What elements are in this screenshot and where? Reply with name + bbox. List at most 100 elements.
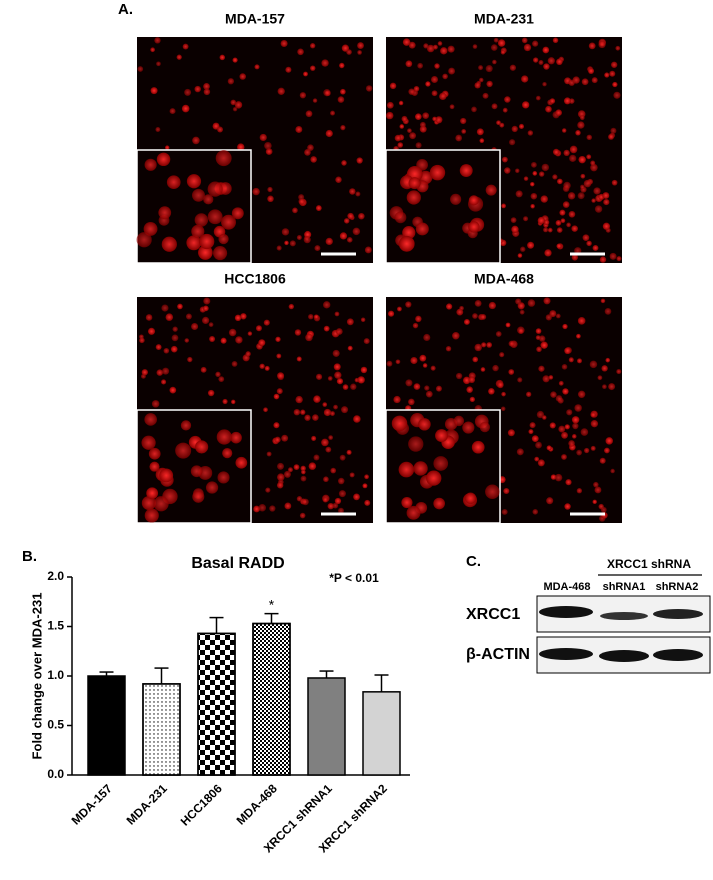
cell xyxy=(300,465,306,471)
cell xyxy=(203,194,214,205)
cell xyxy=(155,127,161,132)
cell xyxy=(527,130,534,136)
cell xyxy=(141,369,148,376)
cell xyxy=(399,124,405,129)
cell xyxy=(501,203,506,209)
cell xyxy=(543,297,551,305)
cell xyxy=(472,44,478,49)
cell xyxy=(497,381,504,389)
micrograph xyxy=(385,37,622,264)
cell xyxy=(542,46,550,54)
cell xyxy=(469,396,475,403)
cell xyxy=(578,155,586,164)
cell xyxy=(408,41,416,49)
cell xyxy=(166,175,181,190)
cell xyxy=(176,54,182,60)
cell xyxy=(312,98,318,103)
cell xyxy=(474,343,482,352)
cell xyxy=(492,59,497,65)
cell xyxy=(592,245,599,251)
cell xyxy=(431,75,439,83)
cell xyxy=(571,416,580,424)
cell xyxy=(552,37,559,44)
cell xyxy=(276,353,282,359)
band xyxy=(539,606,593,618)
cell xyxy=(185,313,192,320)
cell xyxy=(415,315,422,323)
cell xyxy=(602,222,611,230)
cell xyxy=(180,420,192,431)
cell xyxy=(476,128,484,136)
cell xyxy=(255,325,262,332)
cell xyxy=(546,445,552,451)
cell xyxy=(577,317,586,325)
y-tick-label: 1.5 xyxy=(47,619,64,633)
cell xyxy=(556,227,563,233)
cell xyxy=(181,104,190,113)
cell xyxy=(360,366,368,374)
cell xyxy=(523,216,529,222)
cell xyxy=(497,39,506,47)
cell xyxy=(602,384,607,390)
cell xyxy=(234,101,243,109)
cell xyxy=(293,408,301,416)
cell xyxy=(590,412,596,418)
cell xyxy=(276,245,282,251)
cell xyxy=(603,198,610,206)
cell xyxy=(337,96,345,103)
cell xyxy=(531,435,539,443)
cell xyxy=(280,40,288,48)
cell xyxy=(346,449,352,455)
cell xyxy=(172,326,178,332)
cell xyxy=(169,108,176,115)
cell xyxy=(592,499,597,505)
cell xyxy=(159,468,174,483)
cell xyxy=(321,59,329,67)
cell xyxy=(161,304,169,312)
cell xyxy=(435,429,448,443)
cell xyxy=(323,89,331,97)
cell xyxy=(594,486,602,494)
cell xyxy=(310,65,316,71)
cell xyxy=(555,313,561,319)
cell xyxy=(339,62,345,69)
cell xyxy=(437,41,443,46)
cell xyxy=(143,221,158,236)
cell xyxy=(362,483,368,489)
cell xyxy=(190,465,203,478)
cell xyxy=(571,225,578,232)
cell xyxy=(394,134,402,142)
cell xyxy=(296,235,302,241)
cell xyxy=(609,70,616,77)
cell xyxy=(277,473,285,481)
cell xyxy=(429,164,446,181)
cell xyxy=(515,298,522,305)
cell xyxy=(586,134,593,141)
cell xyxy=(532,509,539,515)
cell xyxy=(259,133,267,142)
cell xyxy=(156,369,164,376)
cell xyxy=(194,213,209,227)
cell xyxy=(158,206,172,220)
cell xyxy=(259,363,265,369)
cell xyxy=(562,323,568,330)
cell xyxy=(600,506,607,513)
cell xyxy=(408,88,415,95)
cell xyxy=(313,314,319,320)
cell xyxy=(325,446,332,453)
cell xyxy=(541,163,550,172)
cell xyxy=(459,164,473,178)
cell xyxy=(297,48,304,56)
cell xyxy=(323,476,329,483)
micrograph xyxy=(136,297,373,524)
cell xyxy=(555,220,562,226)
cell xyxy=(576,449,583,456)
cell xyxy=(357,42,364,49)
cell xyxy=(537,216,545,225)
y-tick-label: 1.0 xyxy=(47,668,64,682)
cell xyxy=(504,96,511,103)
cell xyxy=(435,385,442,392)
cell xyxy=(312,414,319,421)
blot-header: XRCC1 shRNA xyxy=(607,557,691,571)
cell xyxy=(563,149,570,157)
